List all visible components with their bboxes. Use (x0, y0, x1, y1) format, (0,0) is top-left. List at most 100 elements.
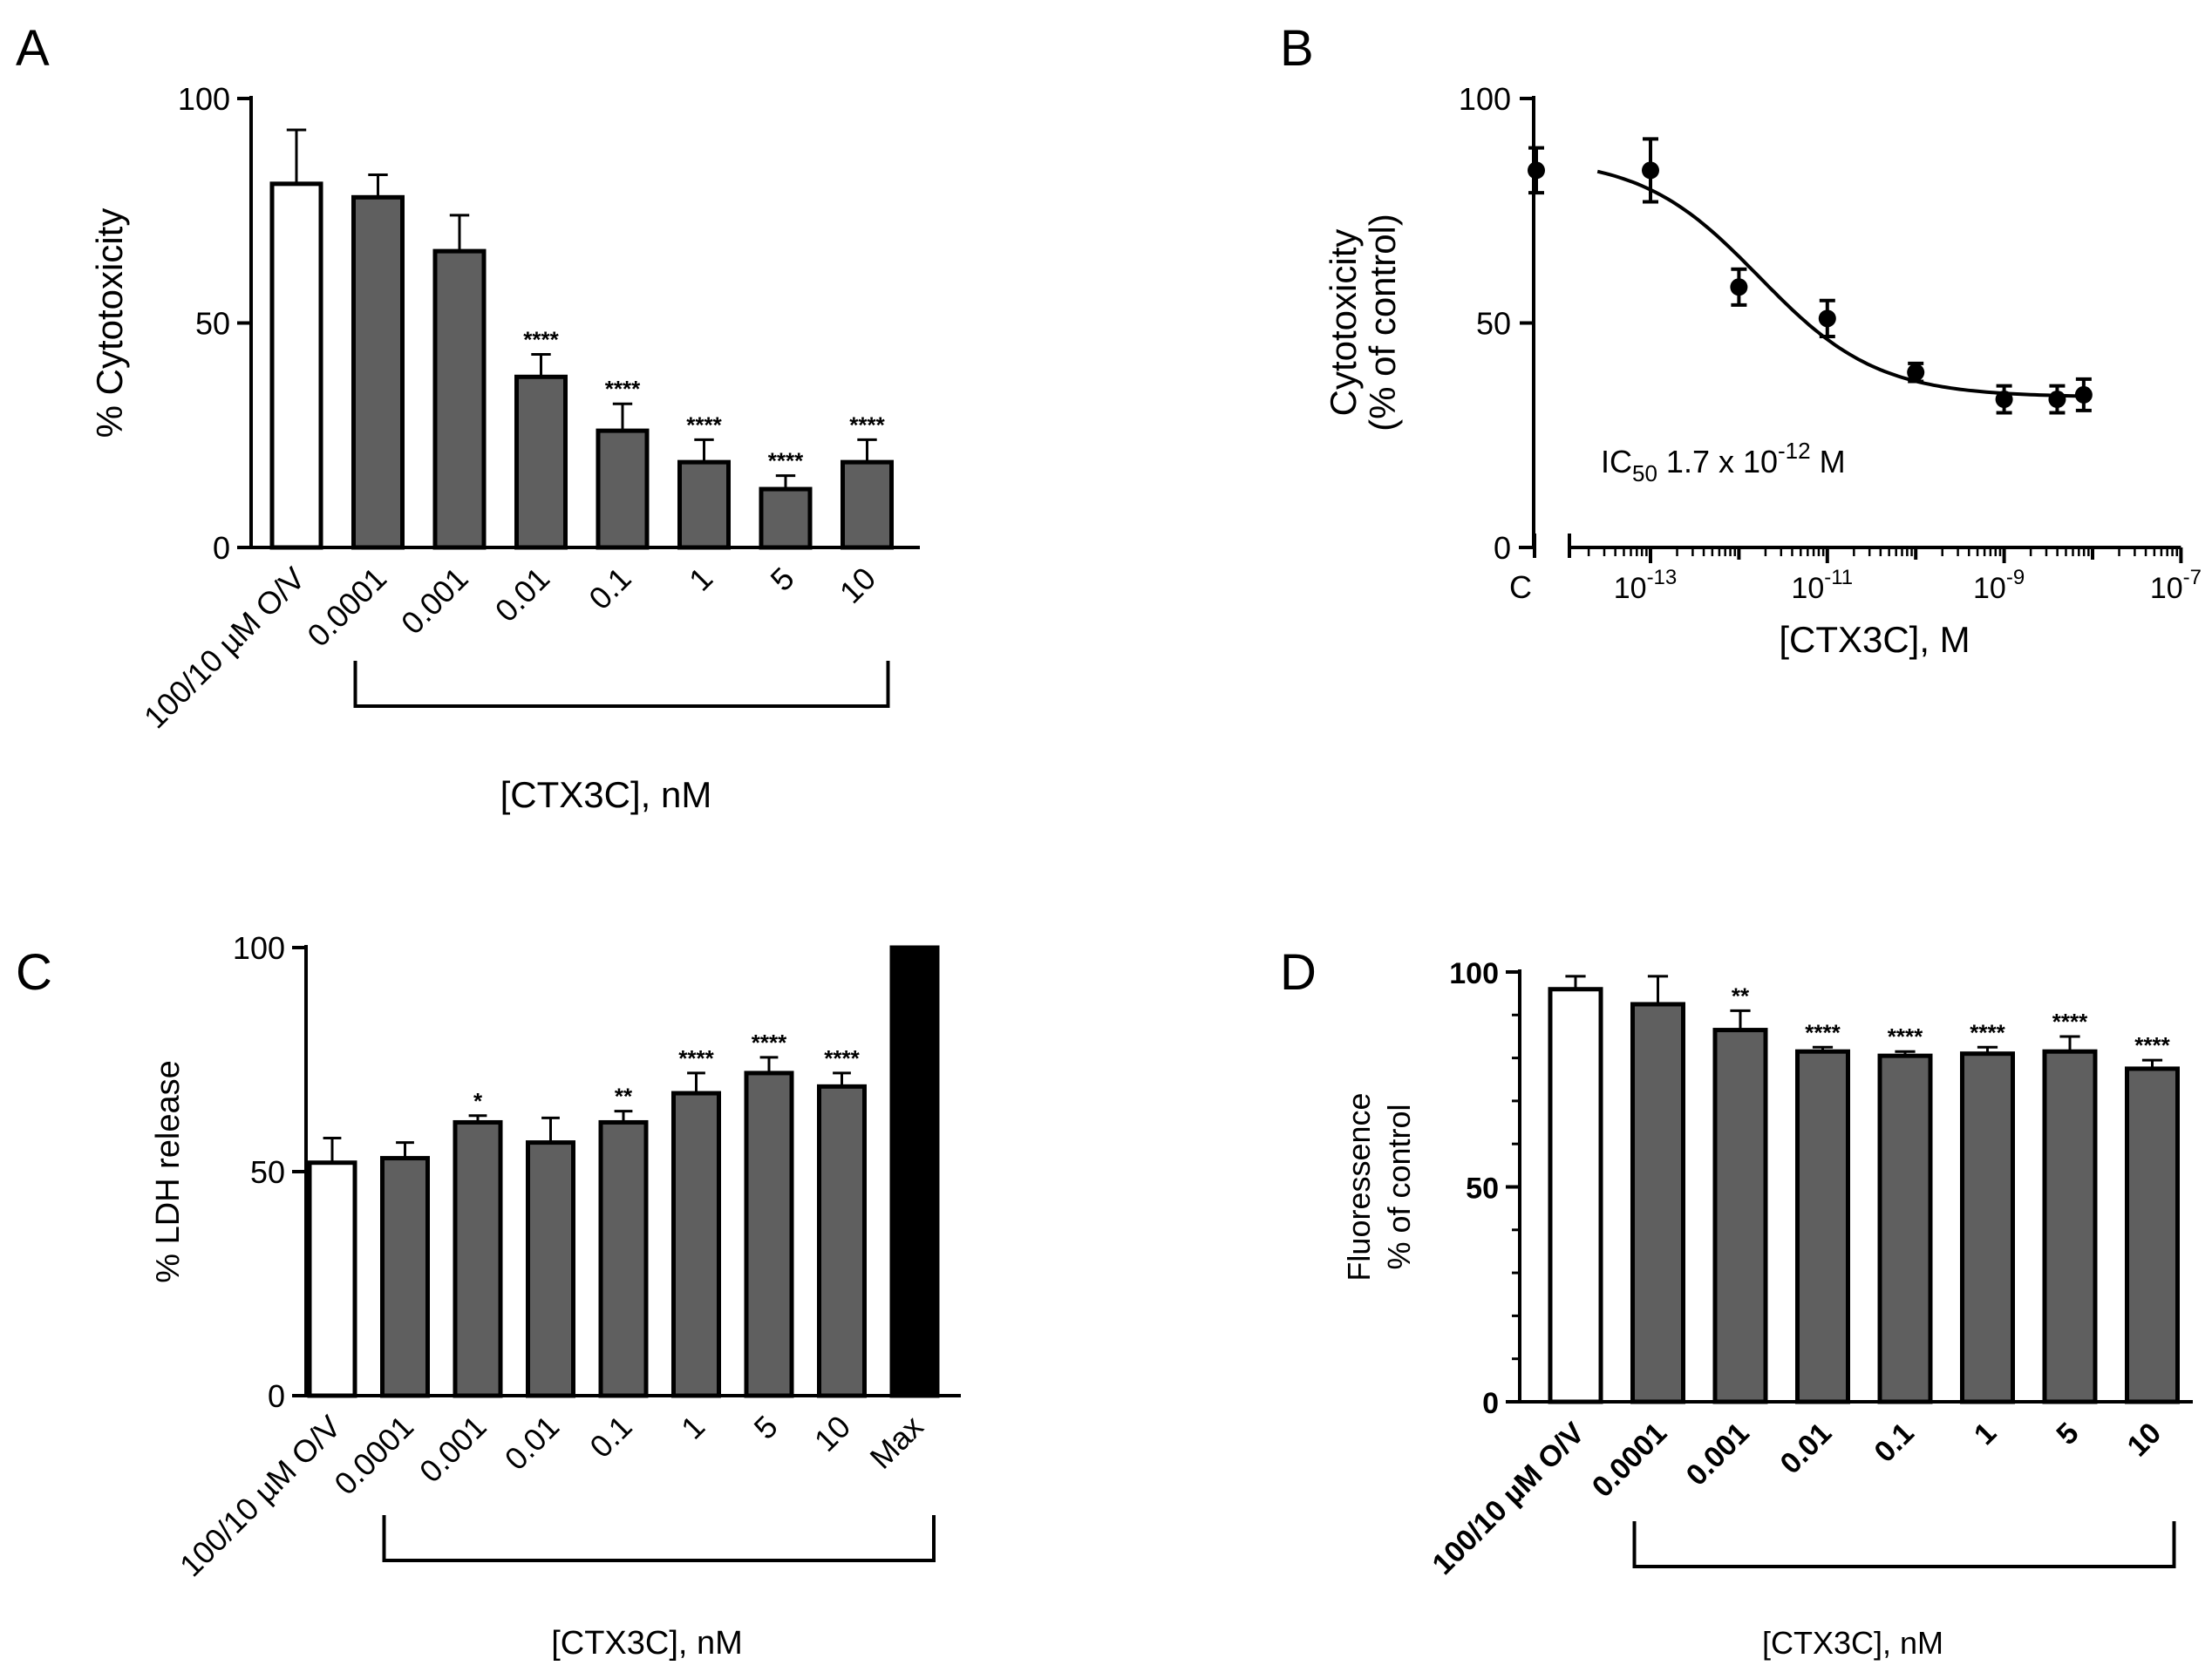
x-tick-label: 100/10 µM O/V (173, 1409, 348, 1584)
x-tick-label-control: C (1509, 569, 1532, 605)
y-axis-title-line1: Fluoressence (1341, 1092, 1377, 1281)
x-tick-label: 1 (1968, 1417, 2003, 1451)
significance-label: **** (752, 1030, 787, 1056)
bar (2125, 1066, 2180, 1404)
x-tick-label: 0.1 (582, 561, 637, 616)
x-tick-label: 0.0001 (327, 1409, 420, 1502)
x-tick-label: 10-11 (1791, 566, 1853, 605)
bar (526, 1140, 575, 1398)
y-tick-label: 100 (233, 930, 285, 966)
panel-c-bar-chart: 0 50 100 100/10 µM O/V0.0001 * 0.001 0.01 ** 0.1… (150, 930, 961, 1662)
data-point (1818, 309, 1836, 328)
bar (598, 1119, 649, 1398)
significance-label: **** (523, 327, 559, 353)
bar (2042, 1049, 2098, 1404)
bar (1630, 1002, 1685, 1404)
ic50-annotation: IC50 1.7 x 10-12 M (1601, 438, 1846, 486)
x-tick-label: 10-9 (1973, 566, 2025, 605)
x-axis-title: [CTX3C], nM (1762, 1625, 1943, 1661)
significance-label: ** (1732, 982, 1750, 1009)
significance-label: **** (849, 411, 885, 438)
x-tick-label: 5 (764, 561, 801, 598)
category-bracket (382, 1515, 936, 1562)
x-tick-label: 100/10 µM O/V (1426, 1417, 1591, 1581)
y-tick-label: 0 (1494, 530, 1511, 566)
significance-label: **** (678, 1045, 714, 1071)
bar (1877, 1053, 1933, 1404)
y-tick-label: 50 (1476, 306, 1511, 342)
y-tick-label: 100 (1449, 957, 1499, 990)
panel-a-bar-chart: 0 50 100 100/10 µM O/V0.0001 0.001 **** 0.01 **… (89, 81, 920, 815)
x-tick-label: 100/10 µM O/V (137, 561, 312, 736)
x-tick-label: 0.1 (582, 1409, 638, 1465)
panel-b-dose-response-chart: 0 50 100 C 10-13 10-11 10-9 10-7 IC50 1.7 x 10-1… (1323, 81, 2202, 660)
x-tick-label: 10-13 (1614, 566, 1678, 605)
bar (380, 1156, 430, 1398)
x-axis-title: [CTX3C], M (1779, 619, 1970, 660)
x-tick-label: 0.001 (1680, 1417, 1756, 1492)
panel-label-b: B (1280, 20, 1314, 77)
y-axis-title-line2: % of control (1381, 1104, 1417, 1269)
data-point (1995, 391, 2013, 409)
panel-label-d: D (1280, 944, 1317, 1001)
y-axis-title: % Cytotoxicity (89, 208, 130, 438)
x-tick-label: 0.01 (1773, 1417, 1838, 1481)
significance-label: **** (824, 1045, 860, 1071)
bar (1795, 1049, 1850, 1404)
significance-label: **** (2052, 1009, 2088, 1035)
bar (677, 459, 731, 550)
x-tick-label: 1 (682, 561, 719, 598)
significance-label: **** (768, 448, 804, 474)
x-axis-title: [CTX3C], nM (551, 1625, 743, 1662)
y-tick-label: 0 (213, 530, 230, 566)
x-tick-label: 5 (2050, 1417, 2085, 1451)
significance-label: **** (1805, 1019, 1841, 1045)
x-axis-title: [CTX3C], nM (500, 774, 712, 815)
y-tick-label: 50 (1466, 1173, 1499, 1206)
significance-label: **** (1888, 1023, 1923, 1050)
bar (841, 459, 894, 550)
significance-label: **** (2134, 1032, 2170, 1058)
significance-label: **** (605, 376, 641, 402)
x-tick-label: 10-7 (2150, 566, 2202, 605)
x-tick-label: 0.0001 (300, 561, 393, 654)
x-tick-label: Max (863, 1409, 930, 1476)
category-bracket (1632, 1521, 2176, 1568)
y-tick-label: 0 (1482, 1387, 1499, 1420)
x-tick-label: 0.001 (394, 561, 475, 642)
data-point (2074, 385, 2093, 404)
x-tick-label: 0.0001 (1586, 1417, 1673, 1504)
x-tick-label: 0.1 (1868, 1417, 1920, 1469)
bar (514, 374, 568, 550)
bar (351, 194, 405, 550)
bar (1712, 1028, 1768, 1404)
data-point (2048, 391, 2066, 409)
bar (269, 181, 323, 550)
data-point (1730, 278, 1748, 296)
control-point (1528, 161, 1545, 180)
bar (596, 428, 650, 550)
y-tick-label: 50 (250, 1154, 285, 1190)
x-tick-label: 10 (2121, 1417, 2168, 1464)
bar (759, 486, 813, 550)
x-tick-label: 1 (674, 1409, 711, 1446)
x-tick-label: 5 (747, 1409, 785, 1446)
y-axis-title-line1: Cytotoxicity (1323, 229, 1364, 417)
bar (307, 1160, 357, 1398)
bar (671, 1091, 721, 1398)
bar (817, 1084, 867, 1398)
data-point (1907, 364, 1925, 382)
x-tick-label: 0.01 (498, 1409, 567, 1478)
data-point (1642, 161, 1659, 180)
x-tick-label: 10 (807, 1409, 857, 1458)
significance-label: * (473, 1088, 483, 1114)
x-tick-label: 10 (833, 561, 882, 610)
y-axis-title: % LDH release (150, 1060, 187, 1283)
panel-d-bar-chart: 0 50 100 100/10 µM O/V0.0001 ** 0.001 **** 0.01… (1341, 957, 2193, 1661)
bar (1960, 1051, 2015, 1404)
panel-label-a: A (16, 20, 50, 77)
x-tick-label: 0.001 (412, 1409, 493, 1490)
bar (744, 1071, 794, 1398)
bar (889, 945, 940, 1398)
